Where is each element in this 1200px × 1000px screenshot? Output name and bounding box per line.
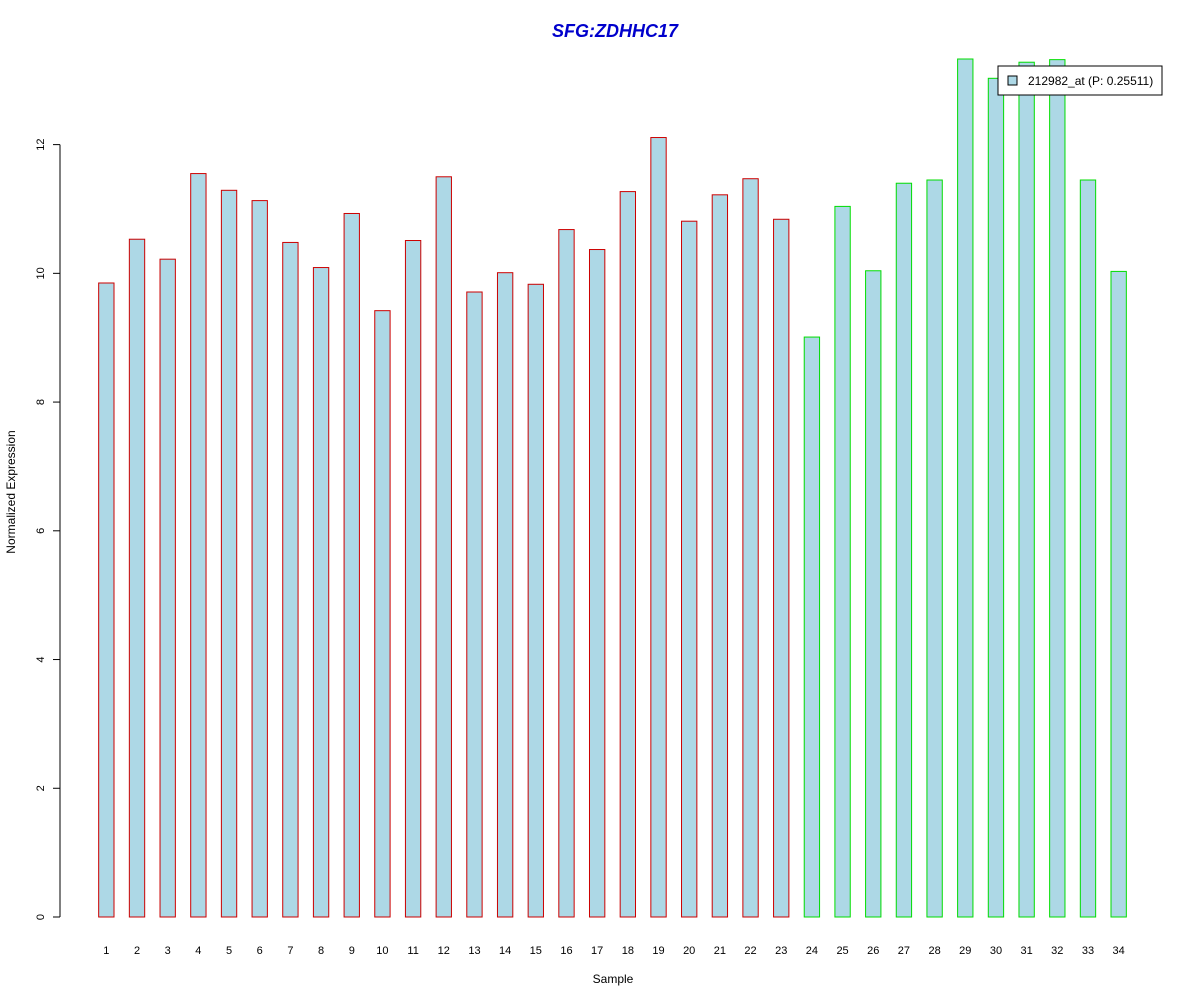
x-tick-label: 31	[1021, 945, 1033, 957]
y-axis-label: Normalized Expression	[4, 430, 18, 553]
bar-sample-7	[282, 241, 299, 918]
x-tick-label: 14	[499, 945, 511, 957]
x-tick-label: 22	[744, 945, 756, 957]
bar-sample-30	[987, 77, 1005, 918]
x-tick-label: 15	[530, 945, 542, 957]
y-tick-label: 2	[35, 785, 47, 791]
x-tick-label: 4	[195, 945, 201, 957]
x-tick-label: 7	[287, 945, 293, 957]
legend-swatch	[1007, 75, 1018, 86]
y-tick-label: 4	[35, 656, 47, 662]
x-tick-label: 26	[867, 945, 879, 957]
bar-sample-29	[957, 58, 974, 918]
bar-sample-24	[803, 336, 821, 918]
bar-sample-32	[1049, 59, 1066, 918]
x-tick-label: 1	[103, 945, 109, 957]
bar-sample-13	[466, 291, 483, 918]
x-tick-label: 21	[714, 945, 726, 957]
bar-sample-6	[251, 200, 268, 918]
x-axis-label: Sample	[593, 972, 634, 986]
legend-label: 212982_at (P: 0.25511)	[1028, 74, 1153, 88]
bar-sample-31	[1018, 61, 1035, 918]
y-tick-label: 10	[35, 267, 47, 279]
x-tick-label: 16	[560, 945, 572, 957]
bar-sample-5	[220, 189, 238, 918]
bar-sample-10	[374, 310, 391, 918]
chart-title: SFG:ZDHHC17	[552, 21, 679, 41]
x-tick-label: 13	[468, 945, 480, 957]
legend-box	[997, 65, 1163, 96]
x-tick-label: 30	[990, 945, 1002, 957]
bar-sample-9	[343, 212, 360, 918]
x-tick-label: 2	[134, 945, 140, 957]
x-tick-label: 32	[1051, 945, 1063, 957]
x-tick-label: 12	[438, 945, 450, 957]
bar-sample-19	[650, 137, 667, 918]
bar-sample-22	[742, 178, 759, 918]
x-tick-label: 34	[1113, 945, 1125, 957]
x-tick-label: 27	[898, 945, 910, 957]
x-tick-label: 17	[591, 945, 603, 957]
y-tick-label: 6	[35, 528, 47, 534]
bar-sample-26	[865, 270, 882, 918]
y-tick-label: 8	[35, 399, 47, 405]
bar-sample-14	[496, 272, 514, 918]
x-tick-label: 3	[165, 945, 171, 957]
bar-sample-12	[435, 176, 452, 918]
x-tick-label: 10	[376, 945, 388, 957]
legend: 212982_at (P: 0.25511)	[997, 65, 1163, 96]
bar-sample-23	[773, 218, 790, 918]
y-tick-label: 0	[35, 914, 47, 920]
bar-sample-11	[404, 240, 422, 918]
bar-sample-3	[159, 258, 176, 918]
x-tick-label: 18	[622, 945, 634, 957]
x-tick-label: 8	[318, 945, 324, 957]
bar-sample-15	[527, 283, 544, 918]
x-tick-label: 29	[959, 945, 971, 957]
x-tick-label: 23	[775, 945, 787, 957]
bar-sample-34	[1110, 270, 1127, 918]
bar-sample-25	[834, 205, 851, 918]
bar-sample-18	[619, 191, 637, 918]
bar-sample-1	[98, 282, 115, 918]
bar-sample-8	[312, 267, 330, 918]
x-tick-label: 9	[349, 945, 355, 957]
x-tick-label: 33	[1082, 945, 1094, 957]
bars	[98, 58, 1127, 918]
bar-sample-17	[588, 249, 606, 918]
bar-sample-33	[1079, 179, 1097, 918]
bar-sample-16	[558, 229, 575, 918]
bar-sample-27	[895, 182, 913, 918]
y-axis: 0 2 4 6 8 10 12	[35, 138, 61, 920]
y-tick-label: 12	[35, 138, 47, 150]
x-tick-label: 20	[683, 945, 695, 957]
bar-sample-20	[681, 220, 698, 918]
x-tick-label: 28	[928, 945, 940, 957]
x-tick-label: 24	[806, 945, 818, 957]
bar-sample-2	[128, 238, 146, 918]
bar-sample-21	[711, 194, 729, 918]
x-tick-label: 19	[652, 945, 664, 957]
x-tick-label: 25	[836, 945, 848, 957]
x-tick-label: 11	[407, 945, 418, 957]
bar-sample-28	[926, 179, 943, 918]
bar-sample-4	[190, 173, 207, 918]
x-tick-label: 5	[226, 945, 232, 957]
x-tick-label: 6	[257, 945, 263, 957]
x-tick-labels: 1 2 3 4 5 6 7 8 9 10 11 12 13 14 15 16 17 18 19 20 21 22 23 24 2…	[103, 945, 1125, 957]
